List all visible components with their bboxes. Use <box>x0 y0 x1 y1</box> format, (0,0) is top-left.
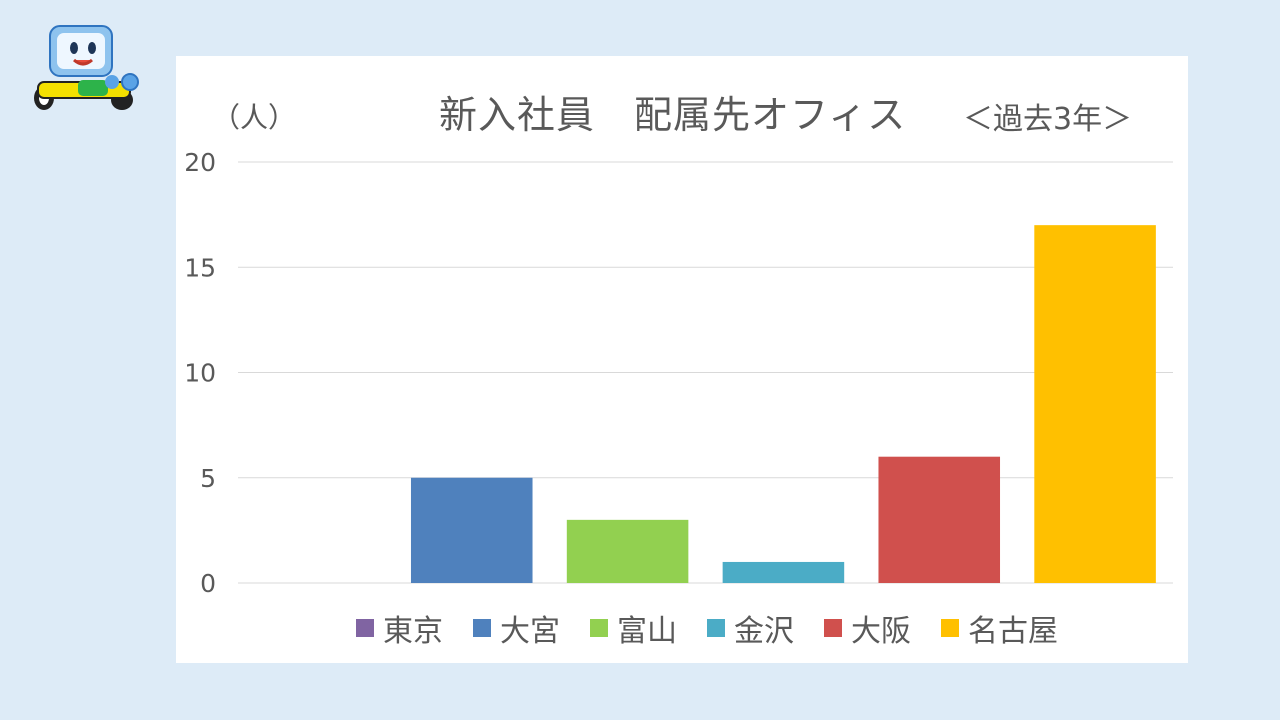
bar-5 <box>878 456 1001 583</box>
legend-label: 大阪 <box>851 614 911 649</box>
legend-swatch <box>356 619 374 637</box>
legend-item: 東京 <box>356 606 443 650</box>
legend-item: 大阪 <box>824 606 911 650</box>
y-tick-label: 15 <box>184 253 216 282</box>
legend-label: 名古屋 <box>968 614 1058 649</box>
y-axis-unit-label: （人） <box>212 101 297 134</box>
chart-subtitle: ＜過去3年＞ <box>963 102 1133 137</box>
legend-label: 大宮 <box>500 614 560 649</box>
bar-4 <box>722 561 845 583</box>
y-tick-label: 10 <box>184 359 216 388</box>
chart-legend: 東京 大宮 富山 金沢 大阪 名古屋 <box>356 606 1058 650</box>
legend-item: 金沢 <box>707 606 794 650</box>
chart-panel: （人） 新入社員 配属先オフィス ＜過去3年＞ 0 5 10 15 20 東京 大宮 富山 金… <box>176 56 1188 663</box>
legend-label: 金沢 <box>734 614 794 649</box>
legend-swatch <box>824 619 842 637</box>
bar-2 <box>410 477 533 583</box>
legend-item: 大宮 <box>473 606 560 650</box>
legend-item: 富山 <box>590 606 677 650</box>
y-tick-label: 5 <box>200 464 216 493</box>
legend-swatch <box>473 619 491 637</box>
legend-swatch <box>707 619 725 637</box>
legend-swatch <box>941 619 959 637</box>
legend-item: 名古屋 <box>941 606 1058 650</box>
chart-title: 新入社員 配属先オフィス <box>439 93 907 137</box>
bar-chart-plot: 0 5 10 15 20 <box>184 148 1173 598</box>
legend-label: 東京 <box>383 614 443 649</box>
y-tick-label: 20 <box>184 148 216 177</box>
legend-label: 富山 <box>617 614 677 649</box>
y-tick-label: 0 <box>200 569 216 598</box>
bar-6 <box>1034 225 1156 583</box>
robot-mascot-icon <box>34 25 139 110</box>
legend-swatch <box>590 619 608 637</box>
bar-3 <box>566 519 689 583</box>
